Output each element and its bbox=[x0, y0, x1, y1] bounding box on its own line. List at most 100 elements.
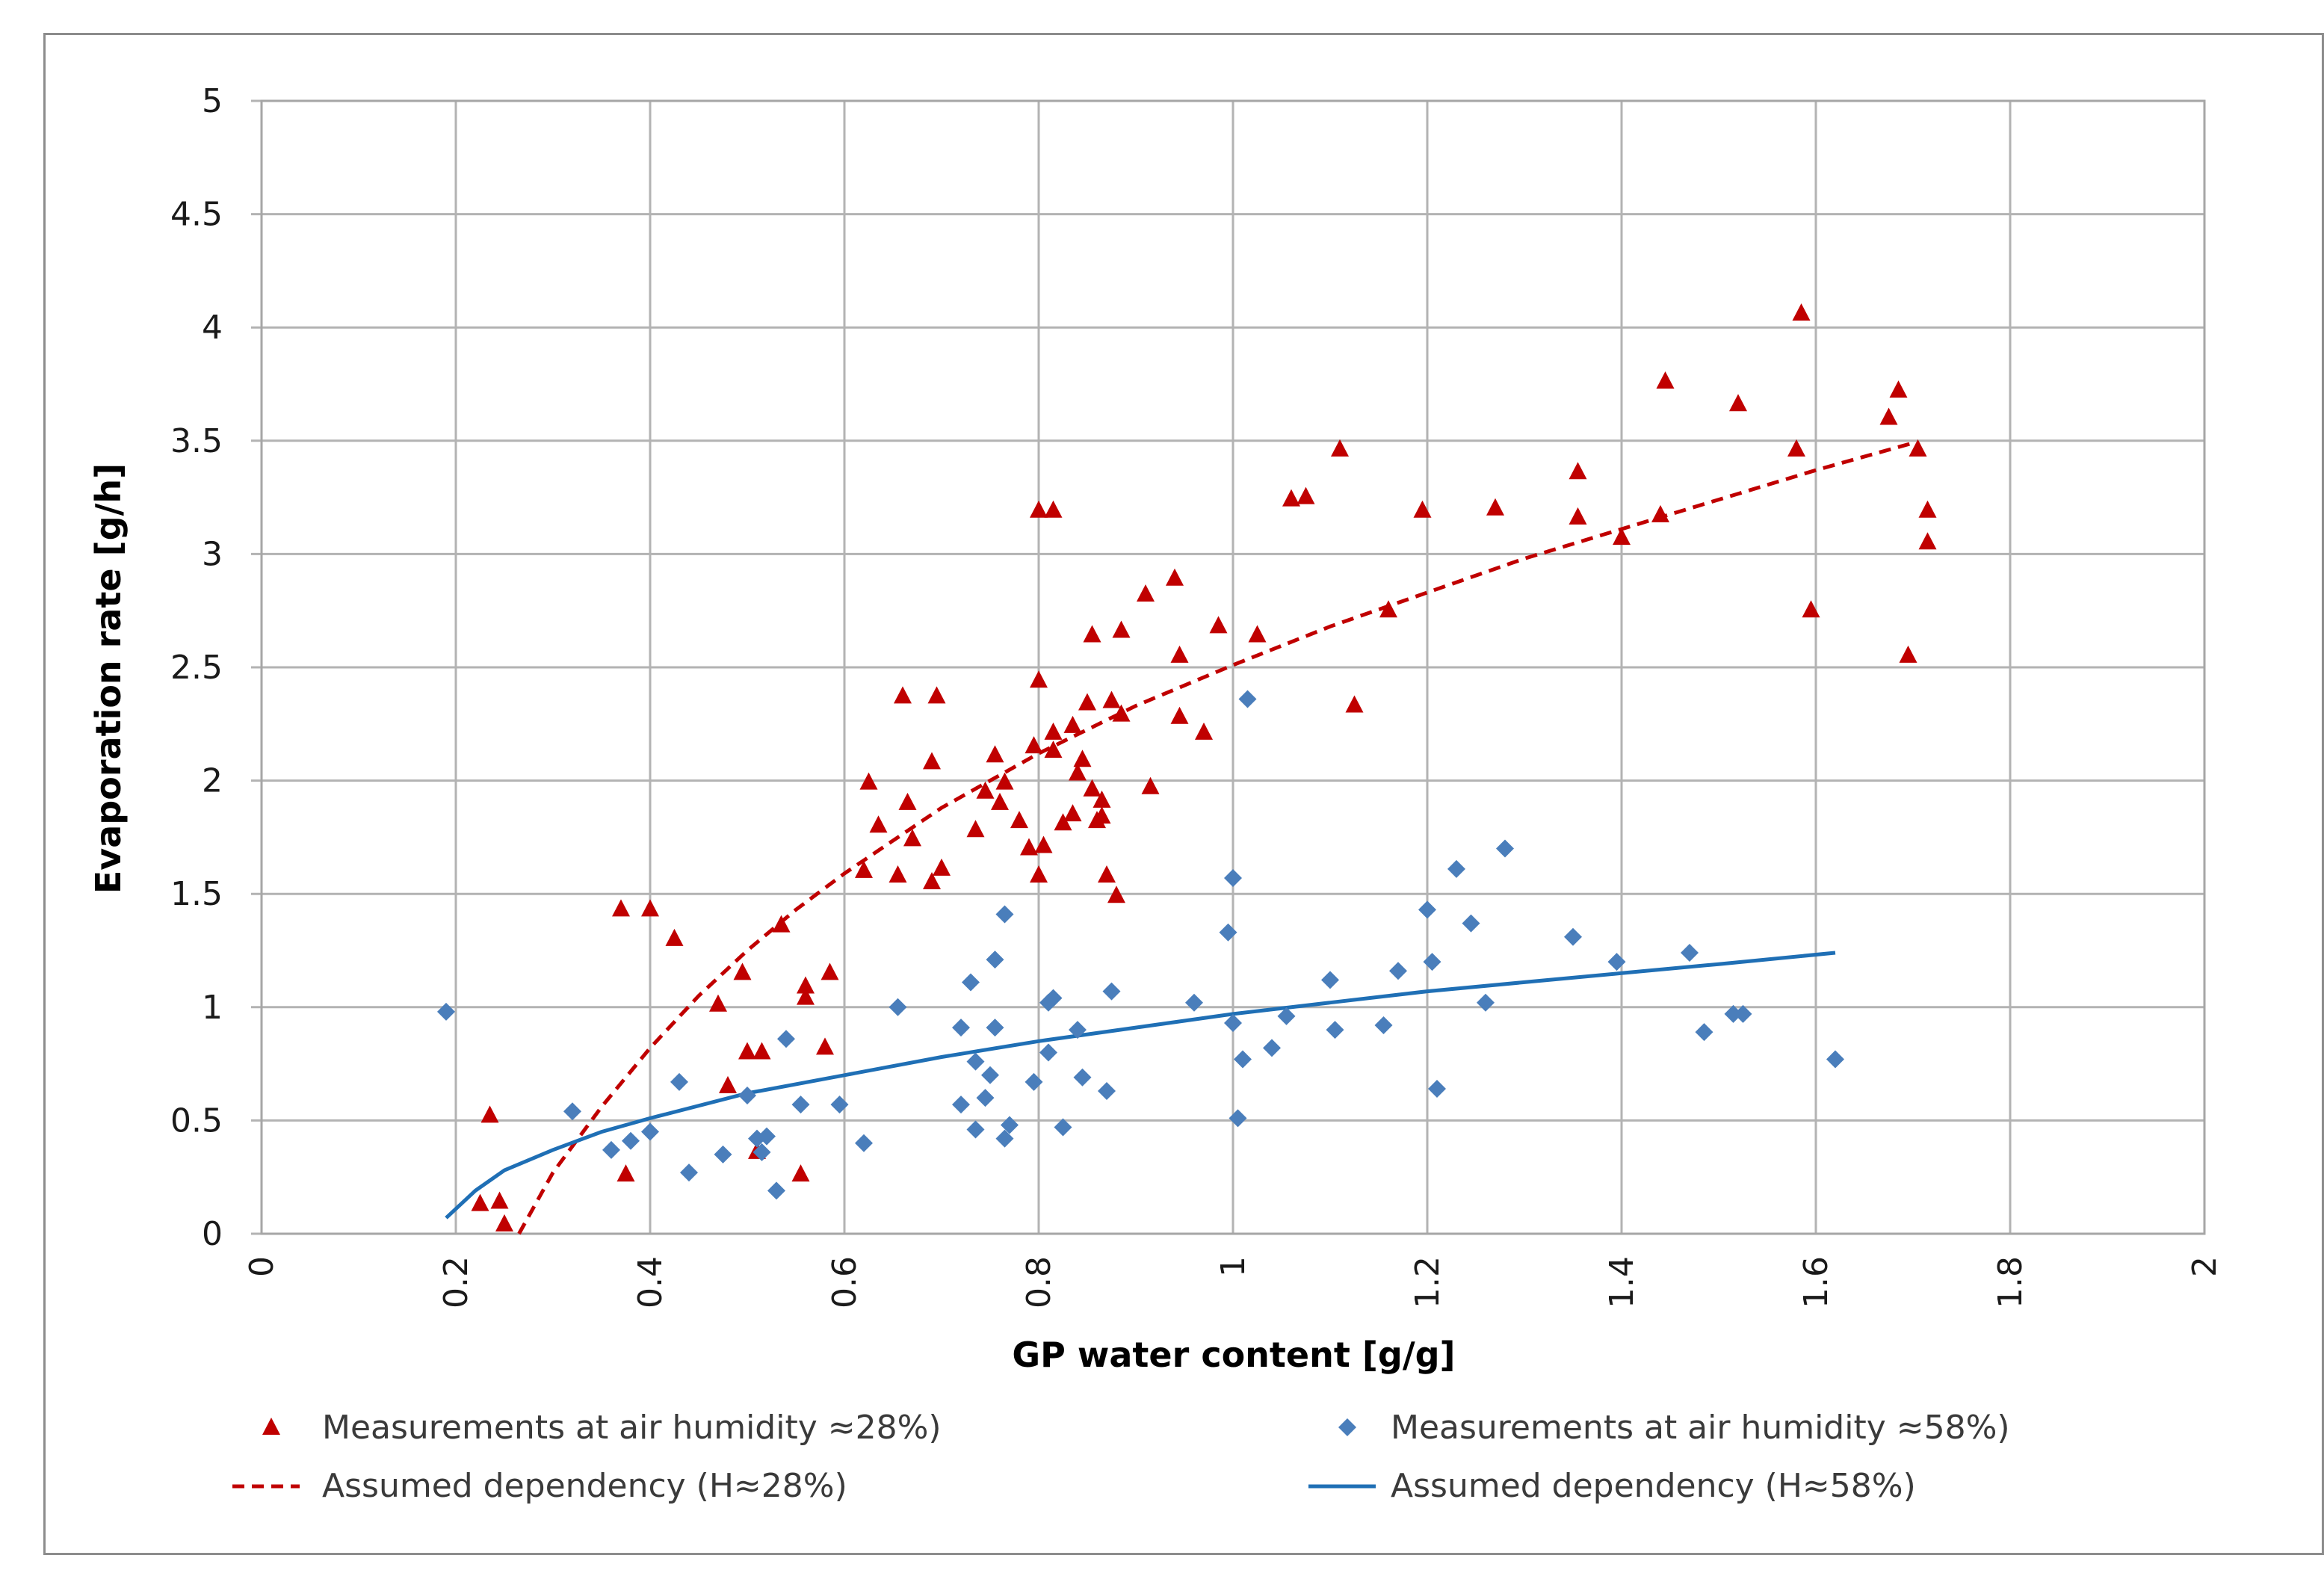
data-point-diamond bbox=[680, 1164, 698, 1182]
data-point-diamond bbox=[1734, 1004, 1752, 1023]
data-point-triangle bbox=[995, 772, 1014, 790]
data-point-triangle bbox=[665, 928, 684, 946]
data-point-triangle bbox=[1030, 500, 1048, 518]
data-point-triangle bbox=[966, 820, 985, 838]
data-point-diamond bbox=[1326, 1021, 1344, 1039]
legend-label-dependency-28: Assumed dependency (H≈28%) bbox=[322, 1467, 847, 1505]
data-point-triangle bbox=[1613, 528, 1631, 546]
data-point-triangle bbox=[933, 858, 951, 876]
dependency-line-28 bbox=[517, 441, 1914, 1235]
data-point-triangle bbox=[1069, 763, 1087, 781]
data-point-triangle bbox=[1170, 645, 1189, 663]
legend-label-measurements-28: Measurements at air humidity ≈28%) bbox=[322, 1409, 942, 1447]
data-point-triangle bbox=[1248, 625, 1267, 643]
data-point-triangle bbox=[1209, 616, 1228, 634]
data-point-triangle bbox=[1889, 380, 1908, 398]
data-point-triangle bbox=[797, 987, 815, 1005]
y-tick-label: 3.5 bbox=[170, 422, 223, 460]
data-point-triangle bbox=[1909, 439, 1927, 457]
legend-triangle-marker bbox=[262, 1418, 280, 1435]
chart-frame: 0 0.2 0.4 0.6 0.8 1 1.2 1.4 1.6 1.8 2 0 0.5 1 1.5 2 2.5… bbox=[43, 33, 2324, 1555]
data-point-diamond bbox=[1069, 1021, 1087, 1039]
data-point-triangle bbox=[923, 872, 941, 890]
data-point-triangle bbox=[1918, 532, 1937, 550]
data-point-triangle bbox=[986, 745, 1004, 763]
data-point-diamond bbox=[777, 1030, 795, 1048]
data-point-diamond bbox=[952, 1096, 970, 1114]
data-point-diamond bbox=[1826, 1050, 1844, 1069]
x-axis-title: GP water content [g/g] bbox=[1012, 1335, 1455, 1375]
data-point-triangle bbox=[923, 752, 941, 770]
data-point-diamond bbox=[1238, 690, 1257, 708]
data-point-triangle bbox=[859, 772, 878, 790]
data-point-triangle bbox=[1098, 865, 1116, 883]
data-point-triangle bbox=[820, 962, 839, 980]
data-point-triangle bbox=[1078, 693, 1096, 711]
data-point-diamond bbox=[1073, 1068, 1092, 1087]
data-point-triangle bbox=[616, 1164, 635, 1182]
data-point-triangle bbox=[1331, 439, 1349, 457]
data-point-triangle bbox=[1093, 790, 1111, 808]
data-point-diamond bbox=[952, 1019, 970, 1037]
data-point-diamond bbox=[995, 905, 1014, 924]
data-point-diamond bbox=[1496, 839, 1514, 858]
data-point-triangle bbox=[1729, 394, 1747, 412]
data-point-triangle bbox=[641, 899, 659, 917]
legend-label-dependency-58: Assumed dependency (H≈58%) bbox=[1391, 1467, 1916, 1505]
data-point-triangle bbox=[495, 1214, 513, 1232]
data-point-triangle bbox=[1073, 750, 1092, 767]
data-point-triangle bbox=[1083, 625, 1101, 643]
y-tick-label: 2 bbox=[202, 762, 223, 800]
data-point-triangle bbox=[1054, 813, 1072, 831]
x-tick-label: 1.2 bbox=[1409, 1256, 1447, 1308]
data-point-diamond bbox=[1462, 914, 1480, 933]
data-point-diamond bbox=[767, 1181, 785, 1200]
data-point-diamond bbox=[1695, 1023, 1713, 1042]
data-point-triangle bbox=[1093, 806, 1111, 824]
data-point-triangle bbox=[1569, 462, 1587, 480]
data-point-triangle bbox=[1486, 498, 1504, 516]
y-tick-label: 3 bbox=[202, 535, 223, 573]
y-tick-label: 4 bbox=[202, 309, 223, 347]
data-point-triangle bbox=[1170, 706, 1189, 724]
chart-svg: 0 0.2 0.4 0.6 0.8 1 1.2 1.4 1.6 1.8 2 0 0.5 1 1.5 2 2.5… bbox=[88, 82, 2224, 1505]
x-tick-label: 0.6 bbox=[826, 1256, 864, 1308]
data-point-diamond bbox=[1054, 1118, 1072, 1137]
data-point-triangle bbox=[1107, 886, 1125, 903]
data-point-diamond bbox=[1044, 989, 1063, 1007]
data-point-triangle bbox=[719, 1075, 737, 1093]
data-point-diamond bbox=[1724, 1004, 1743, 1023]
data-point-triangle bbox=[738, 1042, 756, 1060]
dependency-line-58 bbox=[445, 951, 1836, 1220]
y-tick-labels: 0 0.5 1 1.5 2 2.5 3 3.5 4 4.5 5 bbox=[170, 82, 223, 1253]
data-point-triangle bbox=[869, 815, 888, 833]
data-point-triangle bbox=[1083, 779, 1101, 797]
data-point-diamond bbox=[641, 1122, 659, 1141]
data-point-triangle bbox=[816, 1037, 834, 1055]
data-point-triangle bbox=[733, 962, 752, 980]
data-point-diamond bbox=[966, 1120, 985, 1139]
data-point-diamond bbox=[962, 973, 980, 992]
data-point-triangle bbox=[1651, 504, 1669, 522]
data-point-diamond bbox=[1389, 962, 1407, 980]
data-point-diamond bbox=[1102, 982, 1121, 1001]
data-point-diamond bbox=[1423, 953, 1441, 971]
data-point-diamond bbox=[563, 1102, 581, 1121]
data-point-triangle bbox=[1010, 811, 1028, 829]
data-point-diamond bbox=[981, 1066, 999, 1084]
y-tick-label: 1.5 bbox=[170, 875, 223, 913]
data-point-triangle bbox=[709, 994, 727, 1012]
legend-diamond-marker bbox=[1338, 1418, 1356, 1436]
data-point-triangle bbox=[471, 1193, 489, 1211]
data-point-triangle bbox=[1044, 500, 1063, 518]
data-point-diamond bbox=[986, 951, 1004, 969]
data-point-triangle bbox=[894, 686, 912, 704]
data-point-diamond bbox=[1447, 859, 1465, 878]
data-point-triangle bbox=[976, 781, 995, 799]
data-point-triangle bbox=[1025, 736, 1043, 754]
x-tick-label: 1.8 bbox=[1991, 1256, 2030, 1308]
x-tick-label: 1 bbox=[1214, 1256, 1252, 1277]
data-point-diamond bbox=[889, 998, 907, 1016]
data-point-diamond bbox=[855, 1134, 873, 1152]
data-point-triangle bbox=[889, 865, 907, 883]
